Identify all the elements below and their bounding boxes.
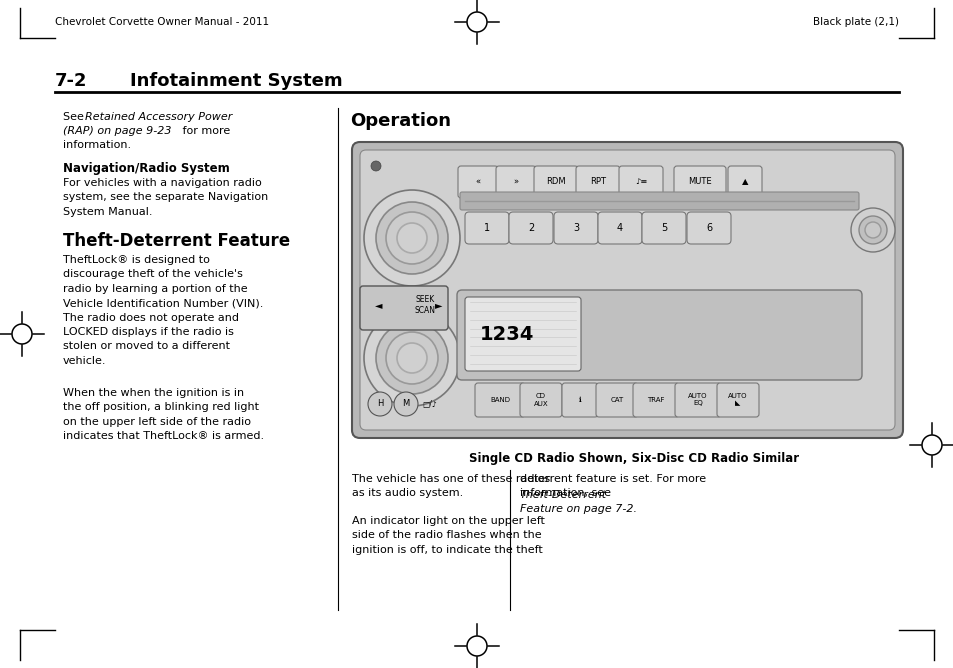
Text: Black plate (2,1): Black plate (2,1) xyxy=(812,17,898,27)
Text: CAT: CAT xyxy=(610,397,623,403)
FancyBboxPatch shape xyxy=(496,166,536,198)
Text: ♪≡: ♪≡ xyxy=(634,178,646,186)
FancyBboxPatch shape xyxy=(717,383,759,417)
Text: MUTE: MUTE xyxy=(687,178,711,186)
FancyBboxPatch shape xyxy=(576,166,619,198)
FancyBboxPatch shape xyxy=(352,142,902,438)
Circle shape xyxy=(396,223,427,253)
FancyBboxPatch shape xyxy=(464,297,580,371)
Text: SEEK
SCAN: SEEK SCAN xyxy=(414,295,435,315)
Circle shape xyxy=(858,216,886,244)
Text: 5: 5 xyxy=(660,223,666,233)
Text: 1234: 1234 xyxy=(479,325,534,345)
Text: CD
AUX: CD AUX xyxy=(533,393,548,407)
Text: M: M xyxy=(402,399,409,409)
Text: BAND: BAND xyxy=(490,397,510,403)
Circle shape xyxy=(864,222,880,238)
Text: RDM: RDM xyxy=(546,178,565,186)
Text: Feature on page 7-2.: Feature on page 7-2. xyxy=(519,504,637,514)
FancyBboxPatch shape xyxy=(596,383,638,417)
Text: The vehicle has one of these radios
as its audio system.: The vehicle has one of these radios as i… xyxy=(352,474,550,498)
Circle shape xyxy=(850,208,894,252)
Text: Navigation/Radio System: Navigation/Radio System xyxy=(63,162,230,175)
FancyBboxPatch shape xyxy=(673,166,725,198)
Text: 7-2: 7-2 xyxy=(55,72,88,90)
FancyBboxPatch shape xyxy=(598,212,641,244)
Text: »: » xyxy=(513,178,518,186)
FancyBboxPatch shape xyxy=(509,212,553,244)
FancyBboxPatch shape xyxy=(633,383,679,417)
FancyBboxPatch shape xyxy=(519,383,561,417)
FancyBboxPatch shape xyxy=(686,212,730,244)
Text: 4: 4 xyxy=(617,223,622,233)
FancyBboxPatch shape xyxy=(457,166,497,198)
Text: When the when the ignition is in
the off position, a blinking red light
on the u: When the when the ignition is in the off… xyxy=(63,388,264,441)
Text: AUTO
◣: AUTO ◣ xyxy=(727,393,747,407)
FancyBboxPatch shape xyxy=(359,150,894,430)
Text: Chevrolet Corvette Owner Manual - 2011: Chevrolet Corvette Owner Manual - 2011 xyxy=(55,17,269,27)
Text: TRAF: TRAF xyxy=(646,397,664,403)
Text: □/♪: □/♪ xyxy=(421,399,436,409)
Text: 3: 3 xyxy=(573,223,578,233)
Text: H: H xyxy=(376,399,383,409)
FancyBboxPatch shape xyxy=(675,383,720,417)
FancyBboxPatch shape xyxy=(561,383,598,417)
Text: deterrent feature is set. For more
information, see: deterrent feature is set. For more infor… xyxy=(519,474,705,498)
Text: For vehicles with a navigation radio
system, see the separate Navigation
System : For vehicles with a navigation radio sys… xyxy=(63,178,268,217)
Circle shape xyxy=(375,202,448,274)
Circle shape xyxy=(364,310,459,406)
Text: ℹ: ℹ xyxy=(578,397,580,403)
Circle shape xyxy=(364,190,459,286)
Text: Theft-Deterrent: Theft-Deterrent xyxy=(519,490,606,500)
Circle shape xyxy=(375,322,448,394)
Text: 6: 6 xyxy=(705,223,711,233)
Text: 2: 2 xyxy=(527,223,534,233)
Circle shape xyxy=(368,392,392,416)
Text: (RAP) on page 9-23: (RAP) on page 9-23 xyxy=(63,126,172,136)
FancyBboxPatch shape xyxy=(456,290,862,380)
Text: TheftLock® is designed to
discourage theft of the vehicle's
radio by learning a : TheftLock® is designed to discourage the… xyxy=(63,255,263,366)
Text: RPT: RPT xyxy=(589,178,605,186)
Text: Retained Accessory Power: Retained Accessory Power xyxy=(85,112,233,122)
Text: An indicator light on the upper left
side of the radio flashes when the
ignition: An indicator light on the upper left sid… xyxy=(352,516,544,555)
Text: ►: ► xyxy=(435,300,442,310)
FancyBboxPatch shape xyxy=(459,192,858,210)
Text: ◄: ◄ xyxy=(375,300,382,310)
FancyBboxPatch shape xyxy=(475,383,524,417)
Text: Operation: Operation xyxy=(350,112,451,130)
Circle shape xyxy=(396,343,427,373)
FancyBboxPatch shape xyxy=(534,166,578,198)
Circle shape xyxy=(386,212,437,264)
FancyBboxPatch shape xyxy=(554,212,598,244)
FancyBboxPatch shape xyxy=(641,212,685,244)
Text: 1: 1 xyxy=(483,223,490,233)
Text: information.: information. xyxy=(63,140,131,150)
Circle shape xyxy=(386,332,437,384)
FancyBboxPatch shape xyxy=(359,286,448,330)
FancyBboxPatch shape xyxy=(618,166,662,198)
FancyBboxPatch shape xyxy=(464,212,509,244)
Circle shape xyxy=(394,392,417,416)
Circle shape xyxy=(371,161,380,171)
Text: Infotainment System: Infotainment System xyxy=(130,72,342,90)
Text: See: See xyxy=(63,112,88,122)
Text: Theft-Deterrent Feature: Theft-Deterrent Feature xyxy=(63,232,290,250)
FancyBboxPatch shape xyxy=(727,166,761,198)
Text: AUTO
EQ: AUTO EQ xyxy=(687,393,707,407)
Text: for more: for more xyxy=(179,126,230,136)
Text: ▲: ▲ xyxy=(741,178,747,186)
Text: Single CD Radio Shown, Six-Disc CD Radio Similar: Single CD Radio Shown, Six-Disc CD Radio… xyxy=(469,452,799,465)
Text: «: « xyxy=(475,178,480,186)
